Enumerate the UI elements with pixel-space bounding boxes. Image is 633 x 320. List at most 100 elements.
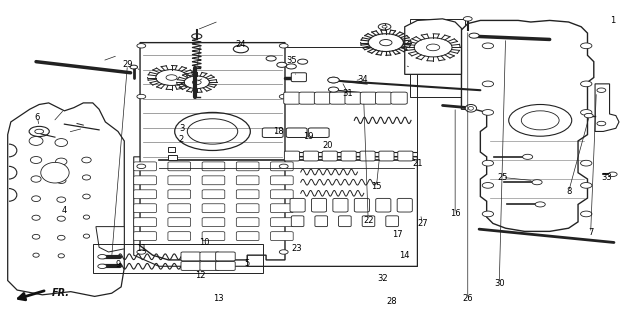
Ellipse shape [58, 254, 65, 258]
Text: 6: 6 [35, 113, 40, 122]
FancyBboxPatch shape [168, 176, 191, 185]
Circle shape [382, 26, 387, 28]
Ellipse shape [84, 234, 90, 238]
Ellipse shape [84, 215, 90, 219]
Ellipse shape [32, 196, 41, 202]
FancyBboxPatch shape [168, 190, 191, 199]
Circle shape [130, 65, 137, 69]
Circle shape [35, 129, 44, 134]
Text: 18: 18 [273, 127, 284, 136]
Polygon shape [168, 147, 175, 152]
FancyBboxPatch shape [291, 216, 304, 227]
Circle shape [414, 38, 452, 57]
Circle shape [187, 119, 238, 144]
Text: 13: 13 [213, 294, 224, 303]
Circle shape [597, 88, 606, 92]
Text: 10: 10 [199, 238, 210, 247]
FancyBboxPatch shape [284, 151, 299, 161]
Circle shape [482, 211, 494, 217]
FancyBboxPatch shape [308, 128, 329, 138]
Ellipse shape [56, 178, 66, 183]
Ellipse shape [83, 194, 91, 199]
FancyBboxPatch shape [286, 128, 307, 138]
FancyBboxPatch shape [315, 92, 330, 104]
Circle shape [380, 39, 392, 46]
FancyBboxPatch shape [290, 198, 305, 212]
FancyBboxPatch shape [330, 92, 346, 104]
Circle shape [580, 160, 592, 166]
FancyBboxPatch shape [216, 252, 235, 261]
FancyBboxPatch shape [270, 218, 293, 227]
Circle shape [535, 202, 545, 207]
FancyBboxPatch shape [202, 176, 225, 185]
Circle shape [137, 250, 146, 254]
Circle shape [175, 112, 250, 150]
Ellipse shape [41, 162, 69, 183]
FancyBboxPatch shape [376, 198, 391, 212]
Text: 20: 20 [322, 141, 332, 150]
FancyBboxPatch shape [262, 128, 283, 138]
Circle shape [166, 75, 177, 80]
Circle shape [234, 45, 248, 53]
Text: 22: 22 [363, 216, 373, 225]
Text: 1: 1 [610, 16, 615, 25]
Text: 30: 30 [494, 279, 505, 288]
FancyBboxPatch shape [322, 151, 337, 161]
FancyBboxPatch shape [360, 151, 375, 161]
Circle shape [328, 77, 339, 83]
Text: 23: 23 [291, 244, 302, 253]
Ellipse shape [33, 253, 39, 257]
Circle shape [279, 164, 288, 169]
FancyBboxPatch shape [236, 162, 259, 171]
FancyBboxPatch shape [236, 190, 259, 199]
Circle shape [463, 17, 472, 21]
Text: 14: 14 [399, 251, 410, 260]
Text: 28: 28 [387, 297, 398, 306]
Text: 25: 25 [497, 173, 508, 182]
Text: 2: 2 [179, 135, 184, 144]
Ellipse shape [82, 175, 91, 180]
Circle shape [584, 113, 593, 118]
FancyBboxPatch shape [202, 232, 225, 241]
Circle shape [137, 44, 146, 48]
Circle shape [580, 43, 592, 49]
Text: 8: 8 [566, 187, 571, 196]
Circle shape [29, 126, 49, 137]
Ellipse shape [58, 235, 65, 240]
Text: 33: 33 [601, 173, 611, 182]
FancyBboxPatch shape [200, 252, 220, 261]
FancyBboxPatch shape [168, 232, 191, 241]
Circle shape [279, 44, 288, 48]
FancyBboxPatch shape [379, 151, 394, 161]
Text: 11: 11 [136, 244, 147, 253]
FancyBboxPatch shape [168, 218, 191, 227]
FancyBboxPatch shape [315, 216, 327, 227]
Ellipse shape [468, 106, 473, 110]
FancyBboxPatch shape [333, 198, 348, 212]
Ellipse shape [31, 176, 41, 182]
FancyBboxPatch shape [270, 232, 293, 241]
Circle shape [509, 105, 572, 136]
Ellipse shape [32, 234, 40, 239]
FancyBboxPatch shape [168, 162, 191, 171]
FancyBboxPatch shape [398, 151, 413, 161]
FancyBboxPatch shape [362, 216, 375, 227]
Circle shape [608, 172, 617, 177]
Circle shape [379, 24, 391, 30]
Circle shape [427, 44, 440, 51]
FancyBboxPatch shape [236, 204, 259, 213]
Polygon shape [461, 20, 594, 231]
FancyBboxPatch shape [299, 92, 315, 104]
Ellipse shape [82, 157, 91, 163]
Circle shape [137, 164, 146, 169]
Text: 12: 12 [196, 271, 206, 280]
Circle shape [277, 62, 287, 68]
Ellipse shape [465, 105, 477, 112]
FancyBboxPatch shape [216, 261, 235, 270]
FancyBboxPatch shape [236, 176, 259, 185]
FancyBboxPatch shape [345, 92, 361, 104]
FancyBboxPatch shape [311, 198, 327, 212]
Circle shape [329, 87, 339, 92]
Circle shape [482, 182, 494, 188]
Circle shape [482, 81, 494, 87]
